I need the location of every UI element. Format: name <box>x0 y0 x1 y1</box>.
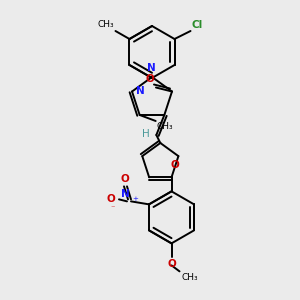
Text: N: N <box>147 63 155 73</box>
Text: O: O <box>170 160 179 170</box>
Text: N: N <box>136 85 145 95</box>
Text: CH₃: CH₃ <box>182 273 198 282</box>
Text: ⁻: ⁻ <box>111 203 115 212</box>
Text: O: O <box>145 74 154 83</box>
Text: N: N <box>121 189 130 200</box>
Text: O: O <box>121 174 129 184</box>
Text: +: + <box>132 196 138 202</box>
Text: Cl: Cl <box>191 20 203 30</box>
Text: O: O <box>167 260 176 269</box>
Text: H: H <box>142 129 149 139</box>
Text: CH₃: CH₃ <box>157 122 173 131</box>
Text: O: O <box>106 194 115 204</box>
Text: CH₃: CH₃ <box>98 20 115 29</box>
